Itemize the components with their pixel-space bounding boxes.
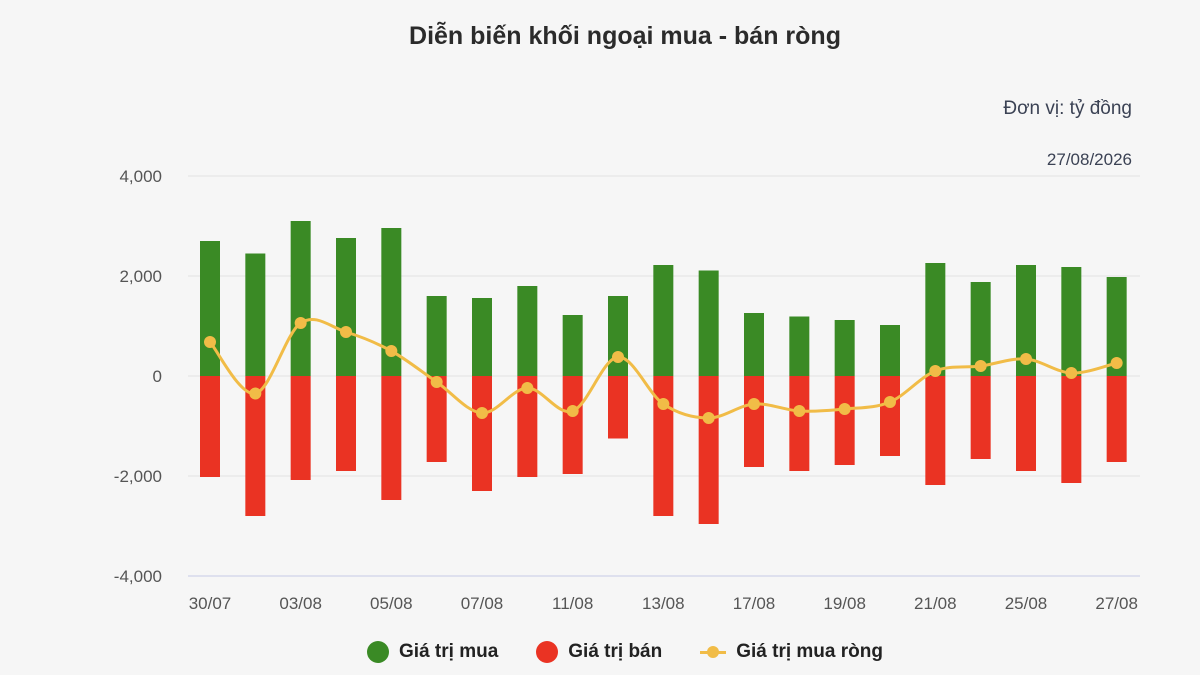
net-point	[929, 365, 942, 377]
net-point	[1110, 357, 1123, 369]
sell-bar	[200, 376, 220, 477]
buy-bar	[1061, 267, 1082, 376]
net-point	[884, 396, 896, 408]
y-tick-label: 4,000	[119, 167, 162, 186]
net-point	[793, 405, 806, 417]
net-point	[657, 398, 670, 410]
sell-bar	[744, 376, 764, 467]
x-tick-label: 03/08	[279, 594, 322, 613]
buy-bar	[925, 263, 946, 376]
net-point	[838, 403, 851, 415]
buy-bar	[1106, 277, 1127, 376]
unit-label: Đơn vị: tỷ đồng	[1003, 98, 1132, 119]
sell-bar	[653, 376, 674, 516]
sell-bar	[290, 376, 311, 480]
chart-plot: -4,000 -2,000 0 2,000 4,000 30/07 03/08 05/08 07…	[114, 167, 1140, 613]
x-tick-label: 25/08	[1005, 594, 1048, 613]
sell-bar	[245, 376, 266, 516]
net-point	[249, 387, 262, 400]
sell-bar	[336, 376, 356, 471]
x-tick-label: 21/08	[914, 594, 957, 613]
sell-bar	[1106, 376, 1127, 462]
buy-bar	[608, 296, 628, 376]
net-point	[702, 412, 715, 424]
legend-buy-label: Giá trị mua	[399, 641, 499, 662]
net-point	[476, 407, 488, 419]
sell-bar	[1061, 376, 1082, 483]
sell-bar	[789, 376, 810, 471]
x-tick-label: 27/08	[1095, 594, 1138, 613]
sell-bar	[381, 376, 402, 500]
net-point	[1020, 353, 1032, 365]
sell-bar	[1016, 376, 1036, 471]
legend-item-sell[interactable]: Giá trị bán	[536, 641, 662, 663]
net-point	[521, 382, 534, 394]
sell-bar	[880, 376, 900, 456]
legend-sell-marker	[536, 641, 559, 663]
net-point	[566, 405, 579, 417]
date-label: 27/08/2026	[1046, 150, 1132, 169]
x-tick-label: 05/08	[370, 594, 413, 613]
buy-bar	[1016, 265, 1036, 376]
y-tick-label: -4,000	[114, 567, 162, 586]
net-point	[748, 398, 760, 410]
sell-bar	[608, 376, 628, 439]
sell-bar	[426, 376, 447, 462]
buy-bar	[517, 286, 538, 376]
sell-bar	[517, 376, 538, 477]
net-point	[204, 336, 216, 348]
buy-bar	[562, 315, 583, 376]
buy-bar	[472, 298, 492, 376]
x-tick-label: 19/08	[823, 594, 866, 613]
buy-bar	[336, 238, 356, 376]
buy-bar	[381, 228, 402, 376]
chart-title: Diễn biến khối ngoại mua - bán ròng	[409, 22, 841, 50]
x-tick-label: 07/08	[461, 594, 504, 613]
buy-bar	[880, 325, 900, 376]
legend-net-label: Giá trị mua ròng	[736, 641, 883, 662]
net-point	[294, 317, 307, 329]
net-point	[430, 376, 443, 388]
legend: Giá trị mua Giá trị bán Giá trị mua ròng	[0, 641, 1200, 663]
net-point	[612, 351, 624, 363]
buy-bar	[698, 270, 719, 376]
legend-item-net[interactable]: Giá trị mua ròng	[700, 641, 883, 663]
sell-bar	[925, 376, 946, 485]
sell-bar	[472, 376, 492, 491]
legend-buy-marker	[367, 641, 390, 663]
sell-bar	[562, 376, 583, 474]
buy-bar	[200, 241, 220, 376]
x-tick-label: 13/08	[642, 594, 685, 613]
buy-bar	[834, 320, 855, 376]
net-point	[1065, 367, 1078, 379]
buy-bar	[245, 253, 266, 376]
net-point	[385, 345, 398, 357]
x-tick-label: 17/08	[733, 594, 776, 613]
buy-bar	[426, 296, 447, 376]
x-tick-label: 11/08	[552, 594, 593, 613]
buy-bar	[970, 282, 991, 376]
y-tick-label: 2,000	[119, 267, 162, 286]
y-tick-label: 0	[153, 367, 162, 386]
sell-bar	[970, 376, 991, 459]
buy-bar	[290, 221, 311, 376]
net-point	[340, 326, 352, 338]
y-tick-label: -2,000	[114, 467, 162, 486]
sell-bar	[698, 376, 719, 524]
legend-item-buy[interactable]: Giá trị mua	[367, 641, 498, 663]
legend-net-marker	[700, 641, 727, 663]
buy-bar	[789, 316, 810, 376]
net-point	[974, 360, 987, 372]
buy-bar	[653, 265, 674, 376]
x-tick-label: 30/07	[189, 594, 232, 613]
buy-bar	[744, 313, 764, 376]
legend-sell-label: Giá trị bán	[568, 641, 663, 662]
sell-bar	[834, 376, 855, 465]
